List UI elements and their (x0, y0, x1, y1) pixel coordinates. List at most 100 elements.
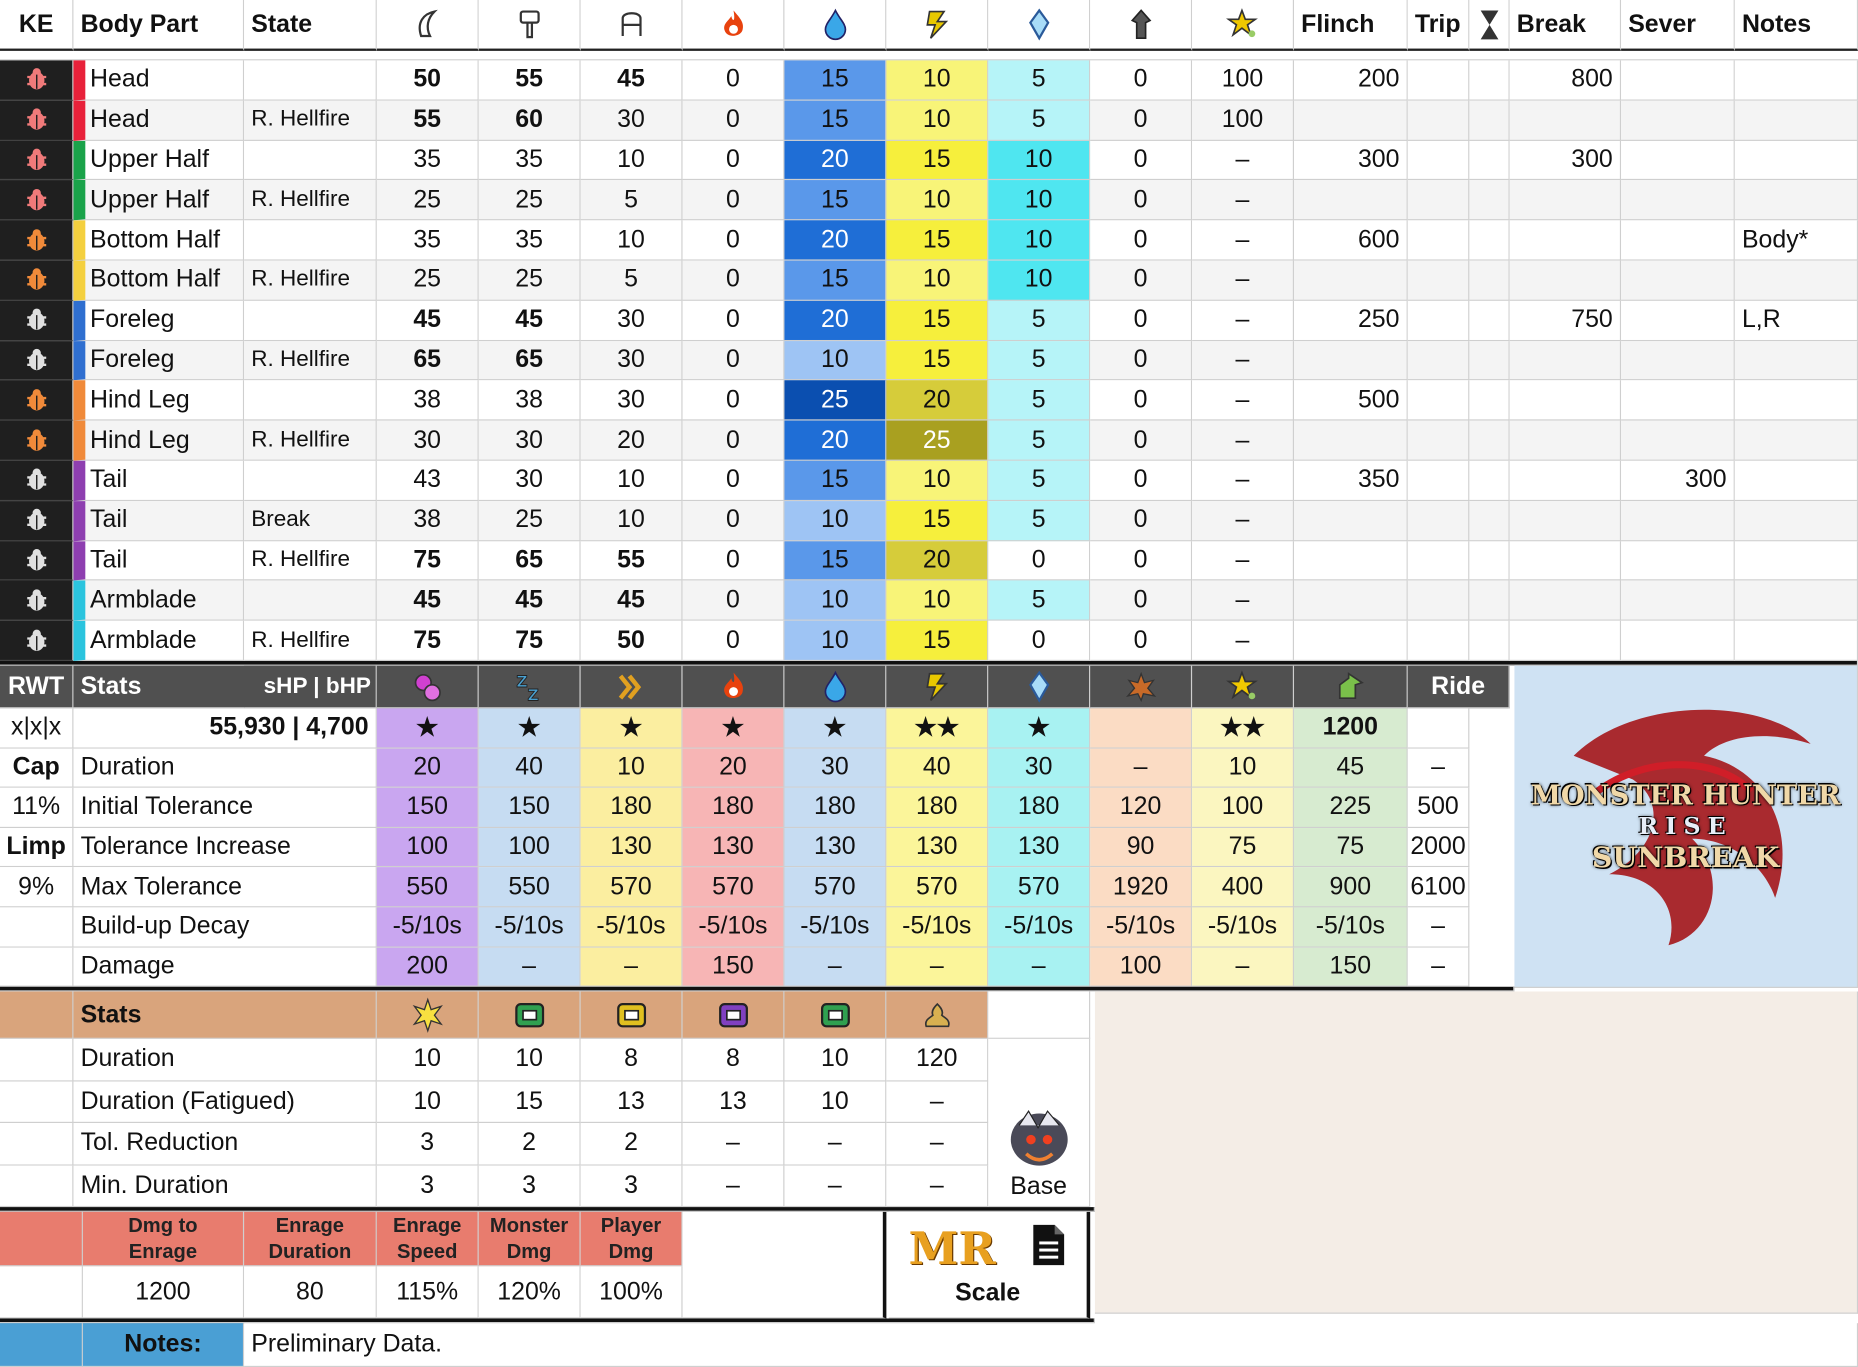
trip-value (1407, 340, 1470, 381)
status-row-label: Damage (73, 947, 377, 987)
stun-icon (1225, 669, 1261, 705)
body-part-label: Bottom Half (90, 265, 221, 294)
header-gap (0, 50, 1858, 61)
hitzone-blunt-value: 75 (478, 620, 581, 661)
hitzone-thunder-value: 10 (886, 580, 989, 621)
cut-icon (409, 7, 445, 43)
hitzone-ice-value: 10 (988, 260, 1091, 301)
state-label: R. Hellfire (251, 106, 351, 132)
fire-icon-cell (682, 0, 785, 51)
flinch-value (1294, 180, 1408, 221)
notes-value (1734, 620, 1858, 661)
item-value: 10 (376, 1081, 479, 1124)
enrage-value: 1200 (82, 1266, 245, 1319)
enrage-value: 100% (580, 1266, 683, 1319)
status-value: 120 (1090, 787, 1193, 828)
notes-text[interactable]: Preliminary Data. (244, 1323, 1858, 1367)
kinsect-extract-icon (23, 267, 49, 293)
body-part-cell: Upper Half (73, 180, 245, 221)
notes-value (1734, 100, 1858, 141)
status-value: 30 (784, 748, 887, 788)
status-row-label: Build-up Decay (73, 907, 377, 948)
hitzone-cut-value: 38 (376, 500, 479, 541)
hitzone-cut-value: 35 (376, 140, 479, 181)
hitzone-fire-value: 0 (682, 500, 785, 541)
fireblight-icon (715, 669, 751, 705)
hitzone-fire-value: 0 (682, 300, 785, 341)
ailment-rating: ★ (682, 708, 785, 749)
svg-text:Z: Z (516, 672, 527, 690)
ailment-rating: ★★ (1192, 708, 1295, 749)
hitzone-cut-value: 30 (376, 420, 479, 461)
hitzone-thunder-value: 10 (886, 100, 989, 141)
hitzone-dragon-value: 0 (1090, 460, 1193, 501)
item-value: 10 (784, 1081, 887, 1124)
body-part-label: Foreleg (90, 345, 175, 374)
status-value: – (580, 947, 683, 987)
hitzone-cut-value: 75 (376, 540, 479, 581)
hitzone-fire-value: 0 (682, 180, 785, 221)
hitzone-blunt-value: 30 (478, 420, 581, 461)
dung-pod-icon (919, 997, 955, 1033)
status-value: 130 (988, 827, 1091, 868)
hitzone-water-value: 15 (784, 60, 887, 101)
hitzone-dragon-value: 0 (1090, 540, 1193, 581)
hitzone-shot-value: 30 (580, 380, 683, 421)
section-divider (0, 661, 1858, 666)
status-row-label: Duration (73, 748, 377, 788)
ailment-rating: ★★ (886, 708, 989, 749)
item-value: 2 (478, 1123, 581, 1166)
hitzone-blunt-value: 45 (478, 300, 581, 341)
status-value: 130 (886, 827, 989, 868)
hitzone-fire-value: 0 (682, 460, 785, 501)
ride-header: Ride (1407, 665, 1510, 709)
document-icon[interactable] (1031, 1222, 1067, 1274)
hitzone-shot-value: 10 (580, 500, 683, 541)
cut-icon-cell (376, 0, 479, 51)
trip-value (1407, 420, 1470, 461)
hitzone-blunt-value: 65 (478, 540, 581, 581)
item-value: 8 (580, 1039, 683, 1082)
hitzone-cut-value: 55 (376, 100, 479, 141)
hitzone-cut-value: 65 (376, 340, 479, 381)
logo-text-3: SUNBREAK (1591, 839, 1780, 874)
status-value: 180 (886, 787, 989, 828)
timer-value (1469, 620, 1510, 661)
hitzone-thunder-value: 20 (886, 380, 989, 421)
hitzone-shot-value: 55 (580, 540, 683, 581)
break-value (1509, 620, 1622, 661)
hitzone-blunt-value: 60 (478, 100, 581, 141)
status-value: 200 (376, 947, 479, 987)
enrage-header: Monster Dmg (478, 1212, 581, 1267)
hitzone-dragon-value: 0 (1090, 340, 1193, 381)
side-label (0, 947, 74, 987)
master-rank-icon: MR (908, 1221, 996, 1275)
hitzone-dragon-value: 0 (1090, 220, 1193, 261)
sever-value (1621, 140, 1735, 181)
hitzone-fire-value: 0 (682, 140, 785, 181)
enrage-header-line: Monster (489, 1213, 569, 1237)
col-header-notes: Notes (1734, 0, 1858, 51)
ke-indicator (0, 460, 74, 501)
enrage-blank (682, 1212, 887, 1319)
flinch-value: 300 (1294, 140, 1408, 181)
hourglass-icon-cell (1469, 0, 1510, 51)
screamer-pod-icon-cell (784, 991, 887, 1040)
hitzone-stun-value: – (1192, 540, 1295, 581)
ke-indicator (0, 340, 74, 381)
enrage-header: Enrage Speed (376, 1212, 479, 1267)
status-value: -5/10s (376, 907, 479, 948)
timer-value (1469, 100, 1510, 141)
status-value: 2000 (1407, 827, 1470, 868)
status-value: 40 (478, 748, 581, 788)
status-value: -5/10s (886, 907, 989, 948)
state-cell: R. Hellfire (244, 620, 377, 661)
item-value: 10 (784, 1039, 887, 1082)
status-value: 10 (580, 748, 683, 788)
status-value: 40 (886, 748, 989, 788)
hitzone-fire-value: 0 (682, 420, 785, 461)
status-value: 180 (682, 787, 785, 828)
hitzone-dragon-value: 0 (1090, 620, 1193, 661)
